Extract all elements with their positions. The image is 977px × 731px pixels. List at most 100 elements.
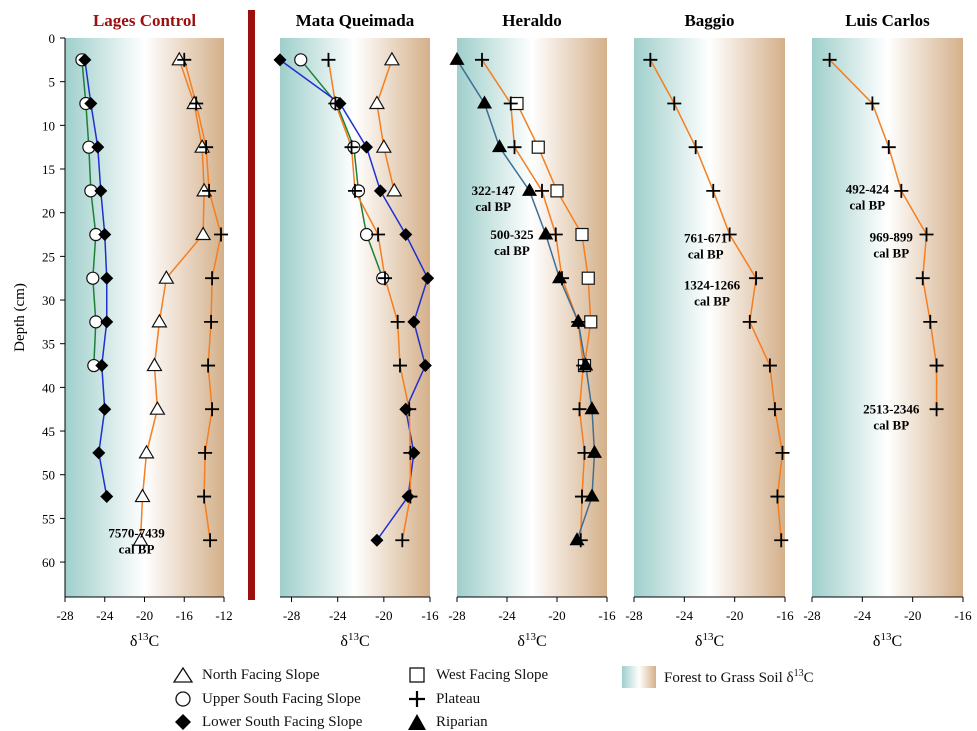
point-plateau bbox=[177, 52, 192, 67]
point-plateau bbox=[328, 96, 343, 111]
x-tick-label: -20 bbox=[726, 608, 743, 623]
x-axis-label-mata-queimada: δ13C bbox=[340, 631, 369, 650]
x-tick-label: -24 bbox=[96, 608, 114, 623]
x-axis-label-heraldo: δ13C bbox=[517, 631, 546, 650]
point-plateau bbox=[475, 52, 489, 67]
date-annotation: cal BP bbox=[849, 197, 885, 212]
point-lower-south-facing-slope bbox=[407, 315, 421, 329]
point-plateau bbox=[503, 96, 518, 111]
point-plateau bbox=[881, 140, 896, 155]
y-tick-label: 10 bbox=[42, 118, 55, 133]
point-lower-south-facing-slope bbox=[273, 53, 287, 67]
point-plateau bbox=[548, 227, 563, 242]
point-riparian bbox=[522, 182, 537, 196]
point-plateau bbox=[774, 533, 789, 548]
point-plateau bbox=[197, 489, 212, 504]
point-lower-south-facing-slope bbox=[78, 53, 92, 67]
point-plateau bbox=[919, 227, 934, 242]
point-upper-south-facing-slope bbox=[294, 53, 308, 67]
point-plateau bbox=[915, 271, 930, 286]
point-plateau bbox=[706, 183, 721, 198]
point-lower-south-facing-slope bbox=[418, 359, 432, 373]
point-lower-south-facing-slope bbox=[98, 402, 112, 416]
point-plateau bbox=[378, 271, 392, 286]
point-north-facing-slope bbox=[195, 226, 212, 241]
point-riparian bbox=[477, 95, 492, 109]
point-plateau bbox=[749, 271, 764, 286]
point-plateau bbox=[321, 52, 336, 67]
series-line-north-facing-slope bbox=[139, 59, 205, 541]
point-plateau bbox=[688, 140, 703, 155]
date-annotation: cal BP bbox=[694, 294, 730, 309]
point-plateau bbox=[390, 314, 405, 329]
point-west-facing-slope bbox=[550, 184, 564, 198]
point-riparian bbox=[578, 357, 594, 371]
point-plateau bbox=[770, 489, 785, 504]
point-lower-south-facing-slope bbox=[84, 97, 98, 111]
point-riparian bbox=[570, 313, 586, 327]
x-axis-label-lages-control: δ13C bbox=[130, 631, 159, 650]
panel-title-mata-queimada: Mata Queimada bbox=[296, 11, 415, 30]
y-tick-label: 15 bbox=[42, 162, 55, 177]
point-north-facing-slope bbox=[149, 401, 166, 415]
point-riparian bbox=[584, 488, 600, 502]
series-line-upper-south-facing-slope bbox=[81, 59, 97, 366]
point-plateau bbox=[199, 140, 214, 155]
point-riparian bbox=[584, 401, 600, 415]
point-west-facing-slope bbox=[531, 140, 545, 154]
y-tick-label: 50 bbox=[42, 468, 55, 483]
date-annotation: cal BP bbox=[873, 418, 909, 433]
point-upper-south-facing-slope bbox=[359, 227, 374, 242]
point-north-facing-slope bbox=[383, 51, 400, 66]
x-tick-label: -20 bbox=[904, 608, 921, 623]
panel-title-lages-control: Lages Control bbox=[93, 11, 196, 30]
point-plateau bbox=[202, 183, 217, 198]
point-plateau bbox=[894, 183, 909, 198]
date-annotation: 322-147 bbox=[472, 183, 516, 198]
x-tick-label: -20 bbox=[375, 608, 392, 623]
x-tick-label: -16 bbox=[954, 608, 972, 623]
x-tick-label: -28 bbox=[56, 608, 73, 623]
series-line-plateau bbox=[649, 59, 784, 541]
x-tick-label: -28 bbox=[283, 608, 300, 623]
point-west-facing-slope bbox=[581, 271, 595, 285]
point-riparian bbox=[449, 51, 465, 65]
point-plateau bbox=[762, 358, 777, 373]
point-plateau bbox=[201, 358, 216, 373]
panel-background-luis-carlos bbox=[812, 38, 963, 597]
point-plateau bbox=[204, 314, 219, 329]
x-axis-label-luis-carlos: δ13C bbox=[873, 631, 902, 650]
point-plateau bbox=[393, 358, 407, 373]
divider-bar bbox=[248, 10, 255, 600]
date-annotation: 2513-2346 bbox=[863, 402, 920, 417]
point-lower-south-facing-slope bbox=[91, 140, 105, 154]
point-plateau bbox=[923, 314, 938, 329]
x-tick-label: -12 bbox=[215, 608, 232, 623]
x-tick-label: -28 bbox=[625, 608, 642, 623]
point-plateau bbox=[203, 533, 218, 548]
point-riparian bbox=[538, 226, 554, 240]
point-riparian bbox=[492, 139, 507, 153]
point-plateau bbox=[403, 489, 418, 504]
point-lower-south-facing-slope bbox=[360, 140, 374, 154]
point-plateau bbox=[507, 140, 522, 155]
x-tick-label: -24 bbox=[854, 608, 872, 623]
point-north-facing-slope bbox=[186, 95, 203, 110]
x-tick-label: -16 bbox=[776, 608, 794, 623]
y-tick-label: 5 bbox=[49, 75, 56, 90]
date-annotation: cal BP bbox=[475, 199, 511, 214]
point-plateau bbox=[371, 227, 386, 242]
panel-title-heraldo: Heraldo bbox=[502, 11, 562, 30]
series-line-plateau bbox=[481, 59, 586, 541]
point-plateau bbox=[189, 96, 204, 111]
point-plateau bbox=[929, 358, 944, 373]
point-plateau bbox=[643, 52, 658, 67]
panel-background-baggio bbox=[634, 38, 785, 597]
point-lower-south-facing-slope bbox=[399, 228, 413, 242]
point-north-facing-slope bbox=[375, 138, 392, 153]
series-line-lower-south-facing-slope bbox=[279, 59, 429, 541]
point-north-facing-slope bbox=[146, 357, 163, 372]
x-tick-label: -16 bbox=[598, 608, 616, 623]
y-tick-label: 60 bbox=[42, 555, 55, 570]
